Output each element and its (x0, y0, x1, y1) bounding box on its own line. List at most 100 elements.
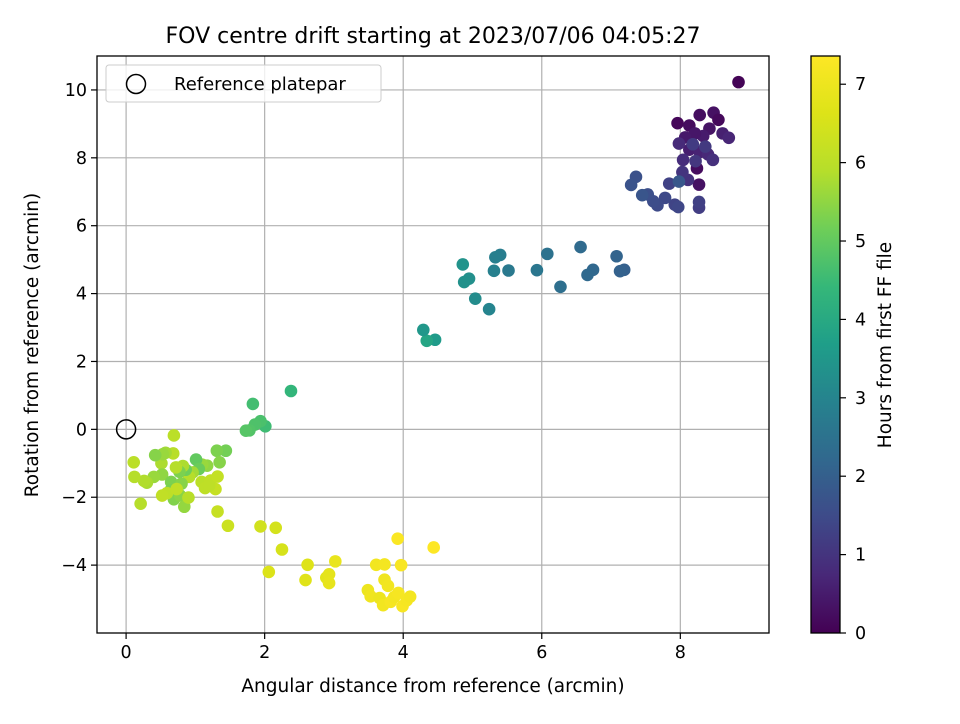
data-point (613, 264, 627, 278)
data-point (706, 153, 720, 167)
data-point (692, 195, 706, 209)
colorbar-tick-label: 5 (855, 232, 866, 252)
data-point (502, 264, 515, 277)
data-point (394, 558, 408, 572)
data-point (189, 453, 203, 466)
data-point (246, 397, 260, 411)
legend-label: Reference platepar (174, 74, 346, 95)
data-point (148, 448, 162, 462)
y-tick-label: 8 (76, 149, 87, 169)
y-tick-label: 6 (76, 217, 87, 237)
data-point (581, 268, 594, 282)
data-point (489, 250, 502, 264)
data-point (391, 532, 404, 545)
data-point (457, 275, 471, 289)
y-tick-label: 4 (76, 285, 87, 305)
colorbar-tick-label: 4 (855, 310, 866, 330)
y-tick-label: 0 (76, 420, 87, 440)
x-tick-label: 0 (121, 643, 132, 663)
data-point (712, 113, 725, 127)
data-point (137, 474, 151, 488)
data-point (202, 479, 216, 492)
colorbar-tick-label: 3 (855, 389, 866, 409)
x-axis-label: Angular distance from reference (arcmin) (241, 676, 624, 697)
data-point (689, 154, 702, 168)
data-point (275, 543, 289, 556)
reference-platepar-marker (115, 419, 137, 440)
data-point (420, 334, 434, 348)
colorbar-ticks: 0 1 2 3 4 5 6 7 (840, 75, 866, 644)
data-point (239, 424, 253, 438)
x-axis-ticks: 0 2 4 6 8 (121, 633, 686, 663)
data-point (672, 137, 686, 150)
data-point (210, 444, 224, 458)
data-point (128, 470, 141, 484)
data-point (671, 200, 685, 214)
colorbar-tick-label: 6 (855, 154, 866, 174)
data-points (115, 75, 745, 613)
data-point (456, 258, 470, 271)
data-point (134, 497, 147, 510)
plot-frame (96, 55, 770, 634)
data-point (182, 491, 195, 504)
data-point (221, 519, 235, 533)
data-point (692, 178, 706, 191)
legend-box (105, 64, 382, 103)
colorbar-gradient (811, 56, 840, 633)
data-point (211, 505, 224, 518)
data-point (301, 558, 314, 572)
data-point (722, 131, 736, 145)
data-point (322, 567, 336, 581)
data-point (624, 178, 638, 192)
y-axis-label: Rotation from reference (arcmin) (22, 193, 43, 497)
x-tick-label: 6 (536, 643, 547, 663)
data-point (284, 384, 298, 398)
data-point (417, 323, 430, 337)
data-point (671, 116, 684, 130)
data-point (381, 579, 395, 593)
data-point (329, 555, 342, 568)
colorbar-tick-label: 1 (855, 546, 866, 566)
legend: Reference platepar (105, 64, 382, 103)
colorbar-tick-label: 7 (855, 75, 866, 95)
data-point (688, 127, 702, 140)
data-point (170, 482, 183, 496)
data-point (676, 153, 690, 167)
data-point (482, 302, 496, 316)
data-point (676, 165, 689, 179)
data-point (127, 455, 141, 469)
data-point (662, 177, 676, 190)
colorbar-tick-label: 0 (855, 624, 866, 644)
data-point (299, 573, 312, 587)
data-point (322, 576, 336, 590)
data-point (403, 590, 417, 603)
data-point (254, 520, 267, 533)
data-point (269, 521, 283, 535)
data-point (610, 249, 623, 263)
data-point (167, 429, 181, 442)
data-point (213, 455, 226, 469)
x-tick-label: 8 (675, 643, 686, 663)
colorbar-frame (810, 55, 841, 634)
data-point (155, 489, 169, 502)
y-tick-label: 2 (76, 352, 87, 372)
data-point (693, 108, 707, 122)
data-point (468, 292, 482, 305)
data-point (378, 558, 391, 571)
data-point (574, 240, 587, 254)
x-tick-label: 2 (259, 643, 270, 663)
y-axis-ticks: −4 −2 0 2 4 6 8 10 (61, 81, 97, 576)
x-tick-label: 4 (398, 643, 409, 663)
data-point (219, 444, 233, 458)
data-point (487, 264, 501, 278)
data-point (732, 75, 745, 89)
colorbar-label: Hours from first FF file (875, 242, 896, 448)
data-point (262, 565, 276, 579)
data-point (211, 470, 224, 483)
data-point (541, 247, 554, 261)
data-point (698, 140, 712, 153)
data-point (635, 188, 649, 202)
chart-title: FOV centre drift starting at 2023/07/06 … (166, 24, 701, 49)
